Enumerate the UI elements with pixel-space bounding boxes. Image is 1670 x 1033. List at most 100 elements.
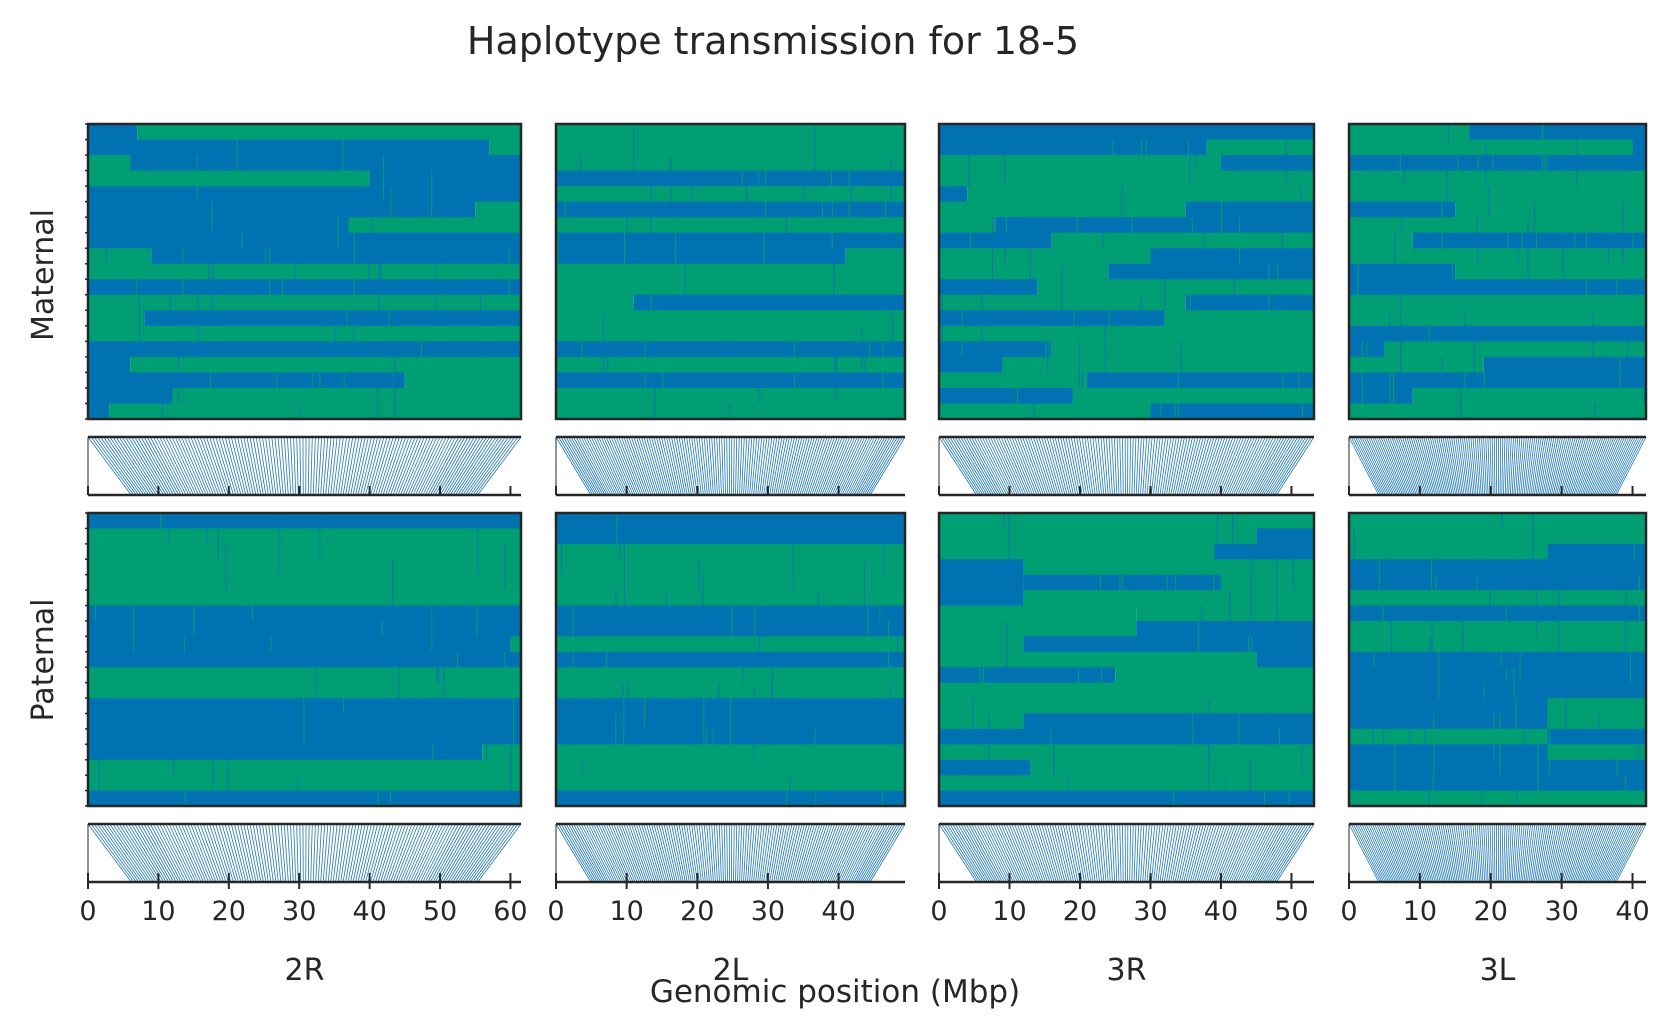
connector-line [1402, 436, 1422, 496]
connector-line [286, 436, 292, 496]
connector-line [1597, 436, 1623, 496]
connector-line [227, 436, 244, 496]
connector-line [387, 436, 410, 496]
connector-line [603, 436, 630, 496]
connector-line [1111, 823, 1116, 883]
connector-line [568, 436, 602, 496]
connector-line [340, 823, 351, 883]
haplotype-segment [88, 232, 521, 249]
connector-line [202, 823, 224, 883]
connector-line [1583, 823, 1606, 883]
connector-line [580, 436, 612, 496]
connector-line [444, 436, 481, 496]
connector-line [385, 823, 407, 883]
haplotype-segment [939, 310, 1165, 327]
paternal-connector-3R [938, 822, 1315, 884]
haplotype-segment [1349, 155, 1646, 172]
connector-line [187, 823, 212, 883]
connector-line [799, 823, 818, 883]
paternal-connector-2R [87, 822, 522, 884]
haplotype-segment [1455, 263, 1646, 280]
connector-line [673, 436, 686, 496]
connector-line [332, 436, 341, 496]
connector-line [791, 436, 808, 496]
connector-line [1595, 436, 1621, 496]
connector-line [560, 436, 596, 496]
haplotype-segment [556, 139, 905, 156]
connector-line [215, 436, 234, 496]
connector-line [320, 823, 326, 883]
haplotype-segment [1023, 590, 1314, 607]
connector-line [608, 436, 634, 496]
connector-line [676, 823, 688, 883]
connector-line [449, 436, 488, 496]
haplotype-segment [1349, 559, 1646, 576]
haplotype-segment [130, 356, 521, 373]
connector-line [785, 823, 800, 883]
connector-line [608, 823, 634, 883]
connector-line [327, 436, 335, 496]
connector-line [1566, 436, 1585, 496]
connector-line [1073, 436, 1085, 496]
haplotype-segment [1412, 232, 1646, 249]
connector-line [1105, 823, 1111, 883]
connector-line [370, 436, 388, 496]
haplotype-segment [556, 356, 905, 373]
haplotype-segment [88, 744, 483, 761]
connector-line [1549, 823, 1564, 883]
haplotype-segment [88, 590, 521, 607]
x-tick-label: 30 [282, 896, 316, 927]
connector-line [1580, 436, 1602, 496]
connector-line [1207, 436, 1229, 496]
connector-line [789, 823, 805, 883]
connector-line [1129, 436, 1131, 496]
connector-line [941, 823, 979, 883]
connector-line [1410, 823, 1429, 883]
connector-line [1595, 823, 1621, 883]
connector-line [1235, 436, 1264, 496]
connector-line [638, 436, 658, 496]
connector-line [268, 823, 277, 883]
connector-line [1222, 823, 1247, 883]
haplotype-segment [88, 543, 521, 560]
connector-line [1449, 823, 1460, 883]
connector-line [807, 823, 828, 883]
connector-line [1576, 436, 1598, 496]
connector-line [683, 823, 694, 883]
connector-line [809, 436, 831, 496]
connector-line [1006, 823, 1031, 883]
haplotype-segment [88, 636, 511, 653]
connector-line [628, 823, 650, 883]
connector-line [578, 436, 610, 496]
connector-line [1174, 823, 1188, 883]
connector-line [1501, 823, 1504, 883]
connector-line [1198, 823, 1218, 883]
haplotype-segment [556, 790, 905, 807]
x-tick-label: 0 [79, 896, 96, 927]
connector-line [957, 823, 992, 883]
connector-line [327, 823, 335, 883]
connector-line [347, 436, 360, 496]
connector-line [1178, 436, 1193, 496]
connector-line [625, 436, 648, 496]
connector-line [171, 823, 199, 883]
connector-line [821, 823, 846, 883]
connector-line [941, 436, 979, 496]
connector-line [1427, 436, 1443, 496]
connector-line [296, 436, 299, 496]
connector-line [805, 823, 826, 883]
haplotype-segment [556, 310, 905, 327]
connector-line [1542, 823, 1555, 883]
haplotype-segment [1349, 775, 1646, 792]
connector-line [563, 436, 598, 496]
connector-line [380, 823, 400, 883]
connector-line [280, 436, 287, 496]
paternal-frame-2R [86, 511, 523, 808]
connector-line [857, 436, 891, 496]
connector-line [1523, 823, 1532, 883]
haplotype-segment [556, 543, 905, 560]
connector-line [1399, 823, 1421, 883]
connector-line [392, 823, 416, 883]
connector-line [1585, 823, 1608, 883]
connector-line [1378, 436, 1404, 496]
